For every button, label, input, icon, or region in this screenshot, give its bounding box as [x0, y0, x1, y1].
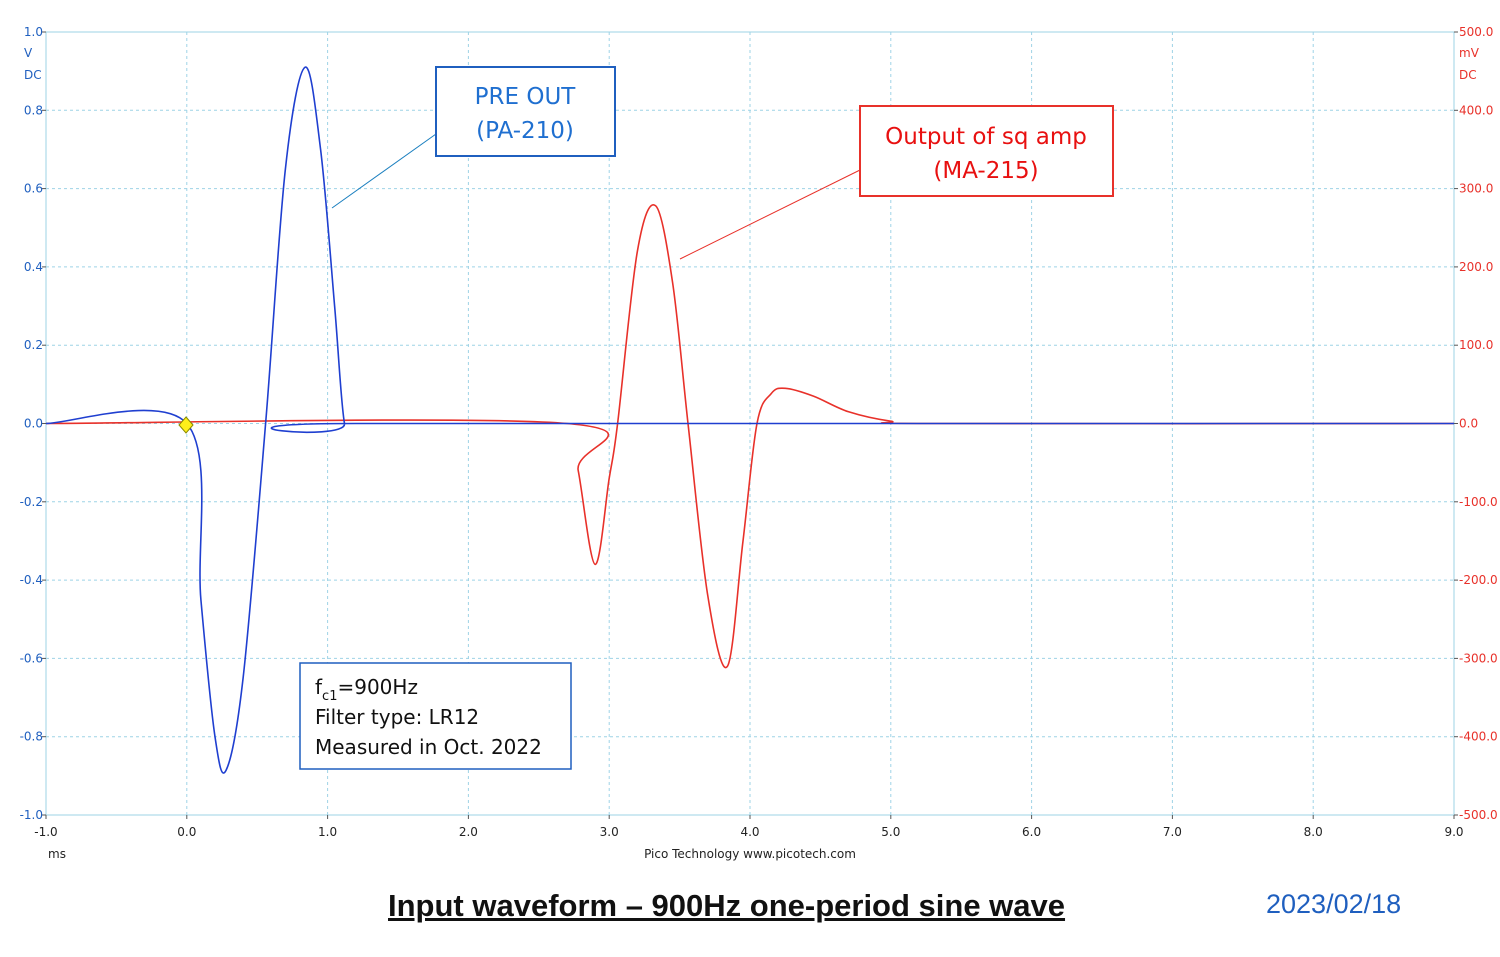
y-left-tick-label: -0.4 — [20, 573, 43, 587]
y-right-tick-label: -200.0 — [1459, 573, 1498, 587]
y-left-tick-label: 0.2 — [24, 338, 43, 352]
trigger-marker-icon[interactable] — [178, 416, 194, 434]
x-tick-label: 3.0 — [600, 825, 619, 839]
y-left-tick-label: 0.0 — [24, 417, 43, 431]
x-tick-label: -1.0 — [34, 825, 57, 839]
blue-callout-line2: (PA-210) — [476, 118, 574, 144]
y-left-tick-label: 0.4 — [24, 260, 43, 274]
y-right-tick-label: 500.0 — [1459, 25, 1493, 39]
y-right-tick-label: 400.0 — [1459, 103, 1493, 117]
page-date: 2023/02/18 — [1266, 889, 1402, 919]
axes: 1.0 500.0 0.8 400.0 0.6 300.0 0.4 200.0 0.2 100.0… — [20, 25, 1498, 839]
red-callout-box — [859, 105, 1114, 197]
info-box — [299, 662, 572, 770]
series-group — [45, 66, 1455, 774]
x-axis-unit: ms — [48, 847, 66, 861]
y-right-tick-label: 0.0 — [1459, 417, 1478, 431]
right-axis-unit: mV — [1459, 46, 1480, 60]
x-tick-label: 4.0 — [740, 825, 759, 839]
y-left-tick-label: 1.0 — [24, 25, 43, 39]
y-right-tick-label: 300.0 — [1459, 182, 1493, 196]
y-left-tick-label: -0.6 — [20, 651, 43, 665]
credit-text: Pico Technology www.picotech.com — [644, 847, 856, 861]
y-left-tick-label: 0.8 — [24, 103, 43, 117]
red-callout-line2: (MA-215) — [933, 158, 1038, 184]
waveform-chart: 1.0 500.0 0.8 400.0 0.6 300.0 0.4 200.0 0.2 100.0… — [20, 25, 1498, 861]
x-tick-label: 6.0 — [1022, 825, 1041, 839]
y-left-tick-label: -0.8 — [20, 730, 43, 744]
right-axis-coupling: DC — [1459, 68, 1477, 82]
x-tick-label: 7.0 — [1163, 825, 1182, 839]
x-tick-label: 2.0 — [459, 825, 478, 839]
info-fc: fc1=900Hz — [315, 675, 418, 704]
series-line-red — [45, 203, 1455, 669]
page-title: Input waveform – 900Hz one-period sine w… — [388, 888, 1066, 923]
x-tick-label: 0.0 — [177, 825, 196, 839]
info-filter: Filter type: LR12 — [315, 705, 479, 729]
x-tick-label: 9.0 — [1444, 825, 1463, 839]
y-right-tick-label: 100.0 — [1459, 338, 1493, 352]
y-right-tick-label: -100.0 — [1459, 495, 1498, 509]
info-measured: Measured in Oct. 2022 — [315, 735, 542, 759]
y-left-tick-label: 0.6 — [24, 182, 43, 196]
left-axis-coupling: DC — [24, 68, 42, 82]
x-tick-label: 8.0 — [1304, 825, 1323, 839]
left-axis-unit: V — [24, 46, 33, 60]
red-callout-line1: Output of sq amp — [885, 124, 1087, 150]
x-tick-label: 5.0 — [881, 825, 900, 839]
y-left-tick-label: -0.2 — [20, 495, 43, 509]
y-right-tick-label: -400.0 — [1459, 730, 1498, 744]
blue-callout-box — [435, 66, 616, 157]
y-right-tick-label: -300.0 — [1459, 651, 1498, 665]
blue-callout-leader — [331, 133, 437, 209]
blue-callout-line1: PRE OUT — [475, 84, 577, 110]
red-callout-leader — [679, 169, 861, 260]
y-right-tick-label: -500.0 — [1459, 808, 1498, 822]
x-tick-label: 1.0 — [318, 825, 337, 839]
y-right-tick-label: 200.0 — [1459, 260, 1493, 274]
series-line-blue — [45, 66, 1454, 774]
y-left-tick-label: -1.0 — [20, 808, 43, 822]
